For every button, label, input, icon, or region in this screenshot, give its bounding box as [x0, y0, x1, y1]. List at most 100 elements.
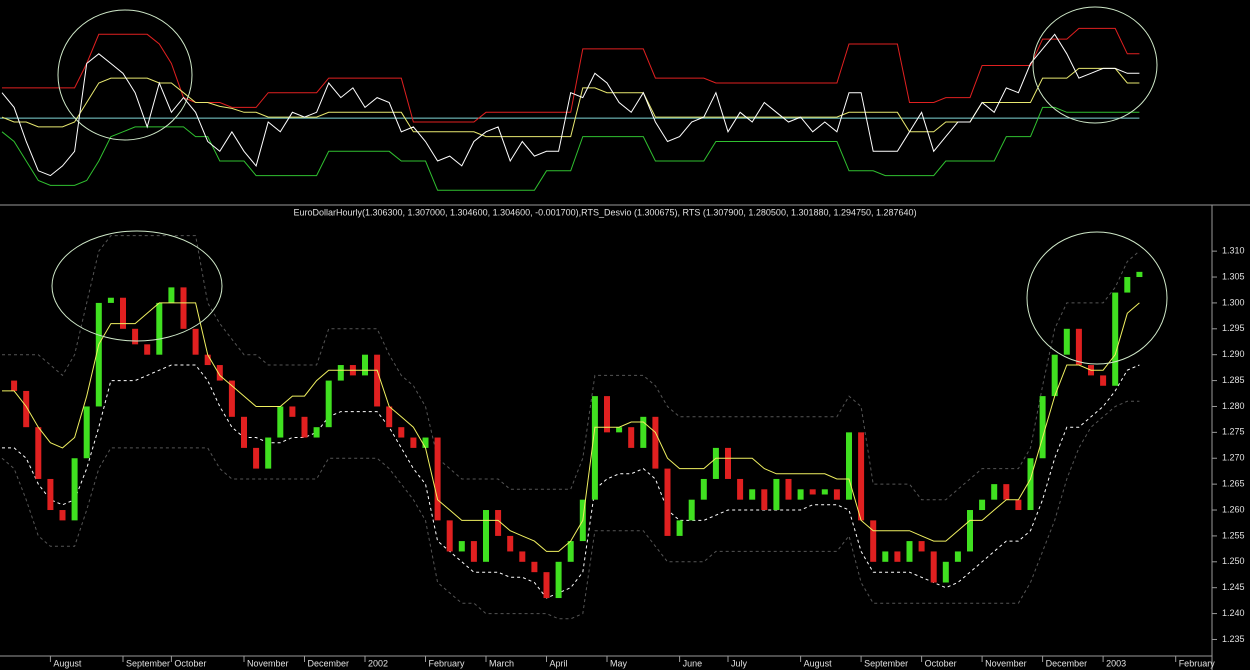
candle: [1112, 292, 1119, 386]
band-line: [2, 235, 1140, 501]
candle: [156, 302, 163, 355]
candle: [1051, 354, 1058, 397]
y-tick-label: 1.240: [1222, 608, 1245, 618]
candle: [1124, 277, 1131, 293]
candle: [374, 354, 381, 407]
y-tick-label: 1.305: [1222, 271, 1245, 281]
y-tick-label: 1.270: [1222, 453, 1245, 463]
candle: [737, 478, 744, 500]
candle: [301, 416, 308, 438]
band-line: [1, 400, 1140, 620]
candle: [337, 365, 344, 381]
candle: [833, 489, 840, 500]
candle: [1039, 396, 1046, 459]
y-tick-label: 1.285: [1222, 375, 1245, 385]
candle: [265, 437, 272, 469]
x-tick-label: February: [429, 658, 466, 668]
candle: [507, 535, 514, 552]
indicator-line: [1, 33, 1140, 177]
candle: [676, 520, 683, 536]
x-tick-label: September: [126, 658, 170, 668]
candle: [216, 365, 223, 381]
candle: [253, 447, 260, 469]
candle: [846, 432, 852, 500]
candle: [882, 551, 889, 562]
band-line: [2, 364, 1140, 599]
x-tick-label: September: [864, 658, 908, 668]
x-tick-label: October: [174, 658, 206, 668]
x-tick-label: August: [804, 658, 833, 668]
candle: [1136, 271, 1143, 278]
candle: [640, 416, 647, 448]
candle: [616, 427, 623, 433]
candle: [458, 541, 465, 552]
candle: [398, 427, 405, 438]
y-tick-label: 1.245: [1222, 582, 1245, 592]
candle: [107, 297, 114, 303]
candle: [95, 302, 102, 407]
candle: [1027, 458, 1034, 511]
indicator-line: [2, 27, 1140, 123]
y-tick-label: 1.260: [1222, 504, 1245, 514]
candle: [83, 406, 90, 459]
y-tick-label: 1.275: [1222, 427, 1245, 437]
candle: [991, 484, 998, 500]
candle: [180, 287, 187, 329]
candle: [192, 328, 199, 355]
y-tick-label: 1.295: [1222, 323, 1245, 333]
candle: [289, 406, 296, 417]
candle: [591, 396, 598, 500]
x-tick-label: February: [1179, 658, 1216, 668]
highlight-ellipse: [57, 9, 193, 141]
candle: [954, 551, 961, 562]
candle: [628, 427, 635, 448]
candle: [47, 478, 54, 511]
candle: [386, 406, 393, 428]
candle: [483, 510, 489, 562]
candle: [241, 416, 247, 448]
x-tick-label: August: [53, 658, 82, 668]
y-tick-label: 1.250: [1222, 556, 1245, 566]
annotations: [51, 6, 1168, 365]
highlight-ellipse: [51, 230, 223, 342]
candle: [809, 489, 816, 495]
candle: [930, 551, 937, 583]
y-tick-label: 1.235: [1222, 634, 1245, 644]
candle: [700, 478, 707, 500]
candle: [132, 328, 139, 345]
x-tick-label: November: [985, 658, 1027, 668]
candle: [749, 489, 756, 500]
y-tick-label: 1.255: [1222, 530, 1245, 540]
candle: [1075, 328, 1082, 366]
x-tick-label: March: [489, 658, 514, 668]
x-tick-label: July: [731, 658, 748, 668]
candle: [23, 390, 30, 428]
x-tick-label: April: [550, 658, 568, 668]
candle: [470, 541, 477, 562]
candle: [204, 354, 211, 366]
candle: [664, 468, 671, 536]
candle: [773, 478, 780, 511]
candle: [519, 551, 526, 562]
x-tick-label: May: [610, 658, 628, 668]
candle: [858, 432, 865, 521]
candle: [168, 287, 175, 303]
x-tick-label: June: [683, 658, 703, 668]
rts-line: [2, 302, 1140, 552]
candle: [894, 551, 901, 562]
candle: [313, 427, 320, 438]
candle: [652, 416, 659, 469]
y-tick-label: 1.265: [1222, 479, 1245, 489]
candle: [906, 541, 913, 562]
y-tick-label: 1.280: [1222, 401, 1245, 411]
candle: [761, 489, 768, 511]
candle: [362, 354, 368, 376]
candle: [1100, 375, 1107, 386]
candle: [967, 510, 973, 552]
candle: [531, 561, 538, 573]
candle: [410, 437, 417, 448]
x-tick-label: 2003: [1106, 658, 1126, 668]
candle: [35, 427, 42, 479]
